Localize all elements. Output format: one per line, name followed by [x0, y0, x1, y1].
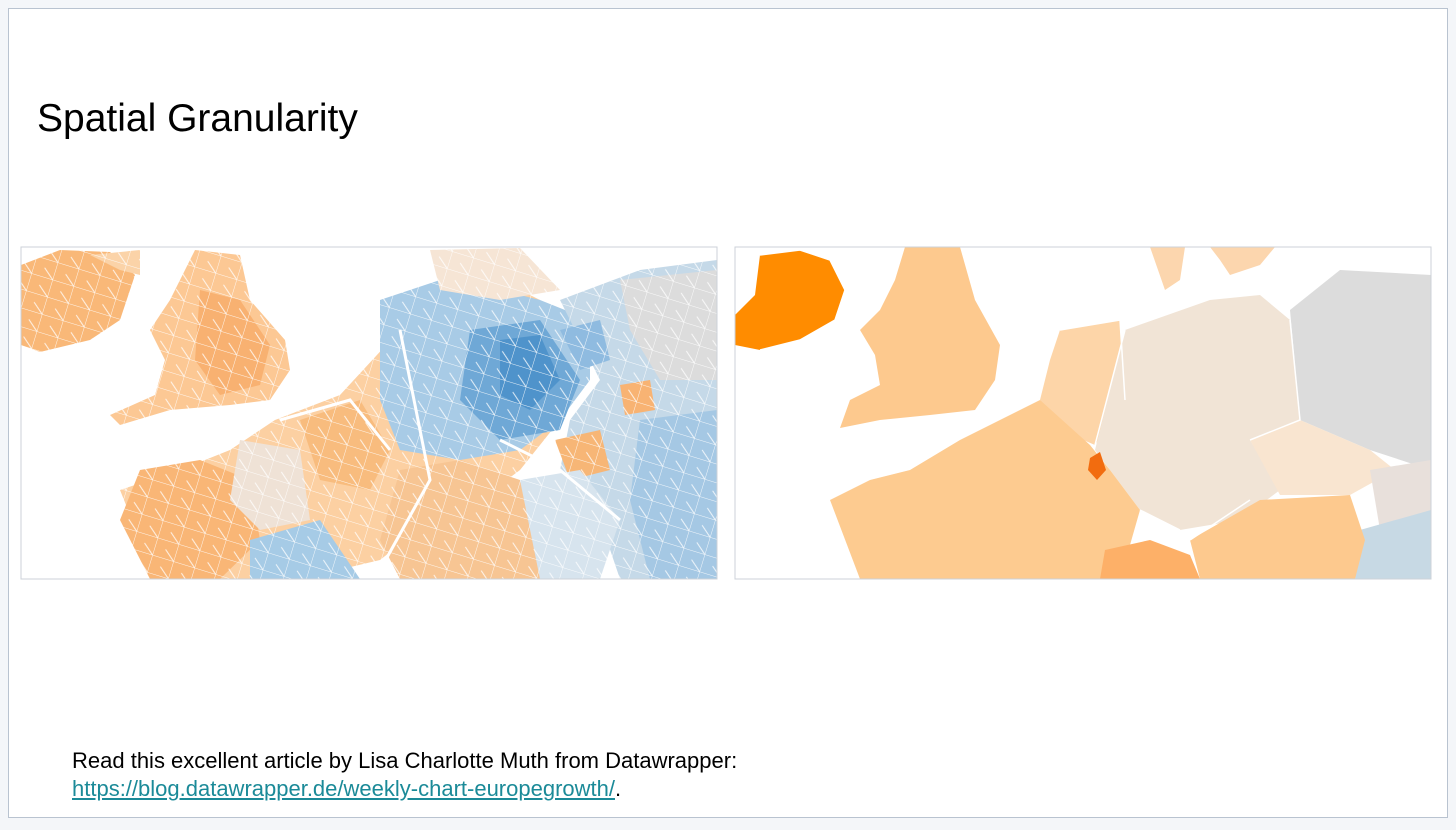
france [830, 400, 1140, 579]
slovakia [1370, 460, 1431, 530]
regional-map [21, 247, 717, 579]
denmark [1150, 247, 1275, 290]
ireland [735, 250, 845, 350]
map-frame [20, 246, 718, 580]
luxembourg [1088, 452, 1106, 480]
map-frame [734, 246, 1432, 580]
austria [1190, 495, 1365, 579]
caption-text: Read this excellent article by Lisa Char… [72, 748, 738, 773]
poland [1290, 270, 1431, 470]
article-link[interactable]: https://blog.datawrapper.de/weekly-chart… [72, 776, 615, 801]
country-map [735, 247, 1431, 579]
hungary [1355, 510, 1431, 579]
germany [1095, 295, 1300, 530]
caption-period: . [614, 776, 622, 801]
switzerland [1100, 540, 1200, 579]
czechia [1250, 420, 1395, 495]
britain [840, 247, 1000, 428]
slide-title: Spatial Granularity [37, 97, 358, 140]
caption: Read this excellent article by Lisa Char… [72, 747, 737, 803]
